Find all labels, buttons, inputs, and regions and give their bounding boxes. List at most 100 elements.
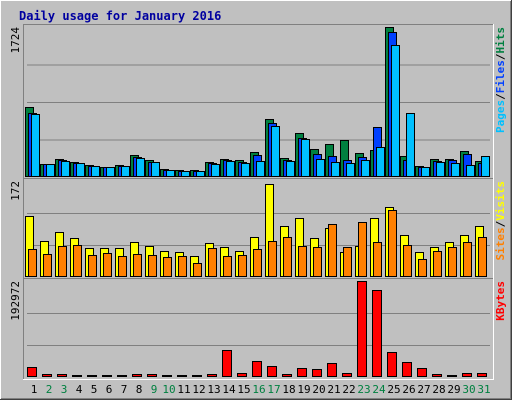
bar-kbytes-day-4 xyxy=(72,375,82,377)
bar-pages-day-11 xyxy=(181,171,190,177)
bar-pages-day-29 xyxy=(451,163,460,177)
bar-sites-day-29 xyxy=(448,247,457,277)
bar-kbytes-day-28 xyxy=(432,374,442,377)
bar-kbytes-day-3 xyxy=(57,374,67,377)
bar-pages-day-15 xyxy=(241,163,250,177)
x-tick-label-15: 15 xyxy=(237,383,250,396)
bar-kbytes-day-22 xyxy=(342,373,352,377)
x-tick-label-19: 19 xyxy=(297,383,310,396)
legend-entry: Pages xyxy=(494,100,507,133)
x-tick-label-8: 8 xyxy=(136,383,143,396)
bar-sites-day-10 xyxy=(163,257,172,277)
x-tick-label-9: 9 xyxy=(151,383,158,396)
bar-kbytes-day-21 xyxy=(327,363,337,377)
bar-kbytes-day-10 xyxy=(162,375,172,377)
bar-pages-day-9 xyxy=(151,162,160,177)
x-axis-labels: 1 2 3 4 5 6 7 8 9 10 11 12 13 14 15 16 17 18 19 20 21 22 23 24 2… xyxy=(31,383,491,396)
bar-pages-day-5 xyxy=(91,166,100,177)
bar-sites-day-18 xyxy=(283,237,292,277)
x-tick-label-13: 13 xyxy=(207,383,220,396)
bar-pages-day-10 xyxy=(166,170,175,177)
bar-pages-day-4 xyxy=(76,163,85,177)
legend: Pages/Files/Hits xyxy=(494,27,507,133)
bar-kbytes-day-5 xyxy=(87,375,97,377)
bar-sites-day-24 xyxy=(373,242,382,277)
bar-sites-day-31 xyxy=(478,237,487,277)
bar-pages-day-18 xyxy=(286,161,295,177)
bar-sites-day-25 xyxy=(388,210,397,277)
bar-pages-day-2 xyxy=(46,164,55,177)
bar-pages-day-14 xyxy=(226,161,235,177)
bar-sites-day-22 xyxy=(343,247,352,277)
bar-pages-day-20 xyxy=(316,159,325,177)
bar-kbytes-day-8 xyxy=(132,374,142,377)
bar-pages-day-8 xyxy=(136,158,145,177)
x-tick-label-12: 12 xyxy=(192,383,205,396)
bar-sites-day-7 xyxy=(118,256,127,277)
bar-kbytes-day-16 xyxy=(252,361,262,377)
bar-sites-day-9 xyxy=(148,255,157,277)
x-tick-label-4: 4 xyxy=(76,383,83,396)
bar-kbytes-day-17 xyxy=(267,366,277,377)
x-tick-label-6: 6 xyxy=(106,383,113,396)
bar-sites-day-21 xyxy=(328,224,337,277)
axis-max-label: 192972 xyxy=(9,281,22,321)
x-tick-label-28: 28 xyxy=(432,383,445,396)
legend-entry: Visits xyxy=(494,181,507,221)
x-tick-label-17: 17 xyxy=(267,383,280,396)
bar-kbytes-day-11 xyxy=(177,375,187,377)
x-tick-label-24: 24 xyxy=(372,383,386,396)
bar-sites-day-23 xyxy=(358,222,367,277)
bar-pages-day-30 xyxy=(466,165,475,177)
x-tick-label-1: 1 xyxy=(31,383,38,396)
bar-pages-day-25 xyxy=(391,45,400,177)
hits-panel: 1724 Pages/Files/Hits xyxy=(9,24,507,180)
bar-sites-day-27 xyxy=(418,259,427,277)
chart-title: Daily usage for January 2016 xyxy=(19,9,221,23)
bar-pages-day-3 xyxy=(61,161,70,177)
bar-kbytes-day-27 xyxy=(417,368,427,377)
x-tick-label-10: 10 xyxy=(162,383,175,396)
bar-kbytes-day-26 xyxy=(402,362,412,377)
x-tick-label-27: 27 xyxy=(417,383,430,396)
bar-sites-day-20 xyxy=(313,247,322,277)
x-tick-label-22: 22 xyxy=(342,383,355,396)
bar-sites-day-3 xyxy=(58,246,67,277)
x-tick-label-20: 20 xyxy=(312,383,325,396)
bar-kbytes-day-29 xyxy=(447,375,457,377)
bar-sites-day-11 xyxy=(178,256,187,277)
bar-sites-day-14 xyxy=(223,256,232,277)
bar-kbytes-day-1 xyxy=(27,367,37,377)
bar-kbytes-day-15 xyxy=(237,373,247,377)
x-tick-label-5: 5 xyxy=(91,383,98,396)
bar-sites-day-15 xyxy=(238,255,247,277)
legend-entry: Hits xyxy=(494,27,507,54)
bar-kbytes-day-12 xyxy=(192,375,202,377)
bar-kbytes-day-14 xyxy=(222,350,232,377)
x-tick-label-30: 30 xyxy=(462,383,475,396)
bar-sites-day-13 xyxy=(208,248,217,277)
bar-sites-day-5 xyxy=(88,255,97,277)
bar-pages-day-26 xyxy=(406,113,415,177)
bar-kbytes-day-13 xyxy=(207,374,217,377)
bar-kbytes-day-7 xyxy=(117,375,127,377)
visits-panel: 172 Sites/Visits xyxy=(9,178,507,280)
bar-pages-day-19 xyxy=(301,139,310,177)
bar-kbytes-day-25 xyxy=(387,352,397,377)
axis-max-label: 1724 xyxy=(9,27,22,54)
bar-sites-day-30 xyxy=(463,242,472,277)
bar-pages-day-27 xyxy=(421,167,430,177)
x-tick-label-16: 16 xyxy=(252,383,265,396)
bar-sites-day-19 xyxy=(298,246,307,277)
axis-max-label: 172 xyxy=(9,181,22,201)
bar-sites-day-2 xyxy=(43,254,52,277)
legend-entry: / xyxy=(494,93,507,100)
bar-sites-day-8 xyxy=(133,254,142,277)
x-tick-label-11: 11 xyxy=(177,383,190,396)
x-tick-label-2: 2 xyxy=(46,383,53,396)
bar-kbytes-day-19 xyxy=(297,368,307,377)
legend-entry: / xyxy=(494,53,507,60)
x-tick-label-14: 14 xyxy=(222,383,236,396)
bar-pages-day-24 xyxy=(376,147,385,177)
